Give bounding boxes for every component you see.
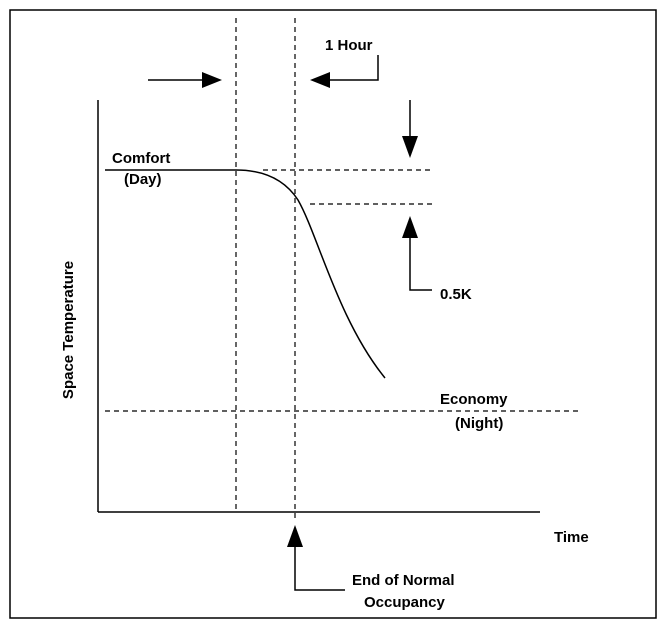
label: 0.5K: [440, 286, 472, 303]
label: (Night): [455, 415, 503, 432]
label: Economy: [440, 391, 508, 408]
hour-arrows: [148, 55, 379, 88]
border: [9, 9, 657, 619]
label: (Day): [124, 171, 162, 188]
label: End of Normal: [352, 572, 455, 589]
occupancy-arrow: [287, 525, 345, 591]
x-axis-label: Time: [554, 529, 589, 546]
y-axis-label: Space Temperature: [60, 261, 77, 399]
label: Occupancy: [364, 594, 446, 611]
label: Comfort: [112, 150, 170, 167]
delta-arrows: [402, 100, 432, 291]
temperature-curve: [105, 169, 386, 379]
label: 1 Hour: [325, 37, 373, 54]
